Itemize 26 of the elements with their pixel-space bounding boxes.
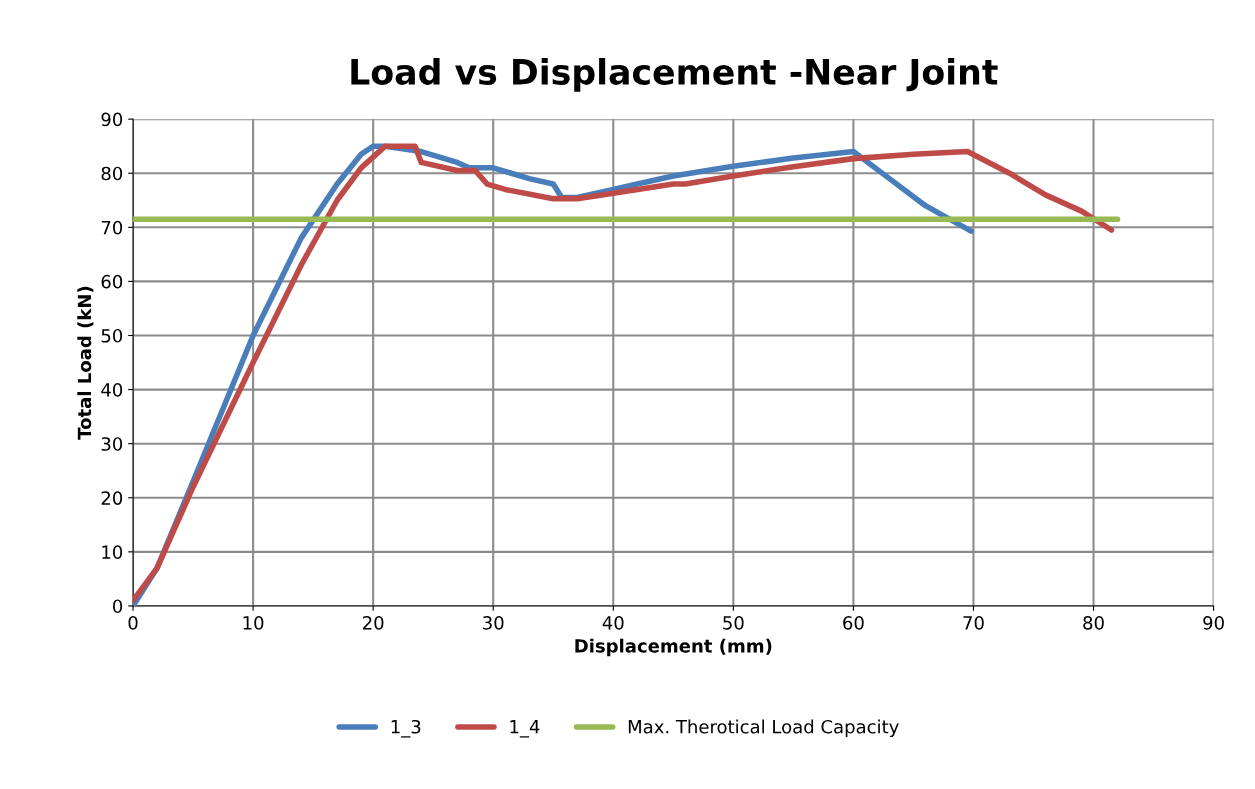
x-axis-title: Displacement (mm) [575,638,772,657]
y-tick-label: 90 [101,112,123,127]
y-tick-label: 60 [101,274,123,289]
x-tick-label: 50 [723,615,744,630]
y-tick-label: 70 [101,220,123,235]
x-tick-label: 60 [843,615,864,630]
y-axis-title: Total Load (kN) [77,286,94,440]
x-tick-label: 20 [362,615,384,630]
y-tick-label: 30 [101,437,123,451]
y-tick-label: 80 [101,166,123,181]
y-tick-label: 40 [101,383,123,397]
legend-label: 1_4 [510,720,540,738]
y-tick-label: 10 [102,545,123,559]
x-tick-label: 0 [128,615,138,630]
x-tick-label: 40 [602,615,624,630]
y-tick-label: 20 [101,491,123,505]
y-tick-label: 0 [113,599,123,614]
chart-title: Load vs Displacement -Near Joint [351,58,998,92]
legend-label: 1_3 [391,719,421,738]
x-tick-label: 30 [483,615,504,630]
x-tick-label: 90 [1203,615,1224,630]
x-tick-label: 80 [1083,615,1104,630]
y-tick-label: 50 [101,328,123,343]
x-tick-label: 10 [243,615,264,630]
x-tick-label: 70 [963,615,984,630]
legend-label: Max. Therotical Load Capacity [628,719,899,738]
